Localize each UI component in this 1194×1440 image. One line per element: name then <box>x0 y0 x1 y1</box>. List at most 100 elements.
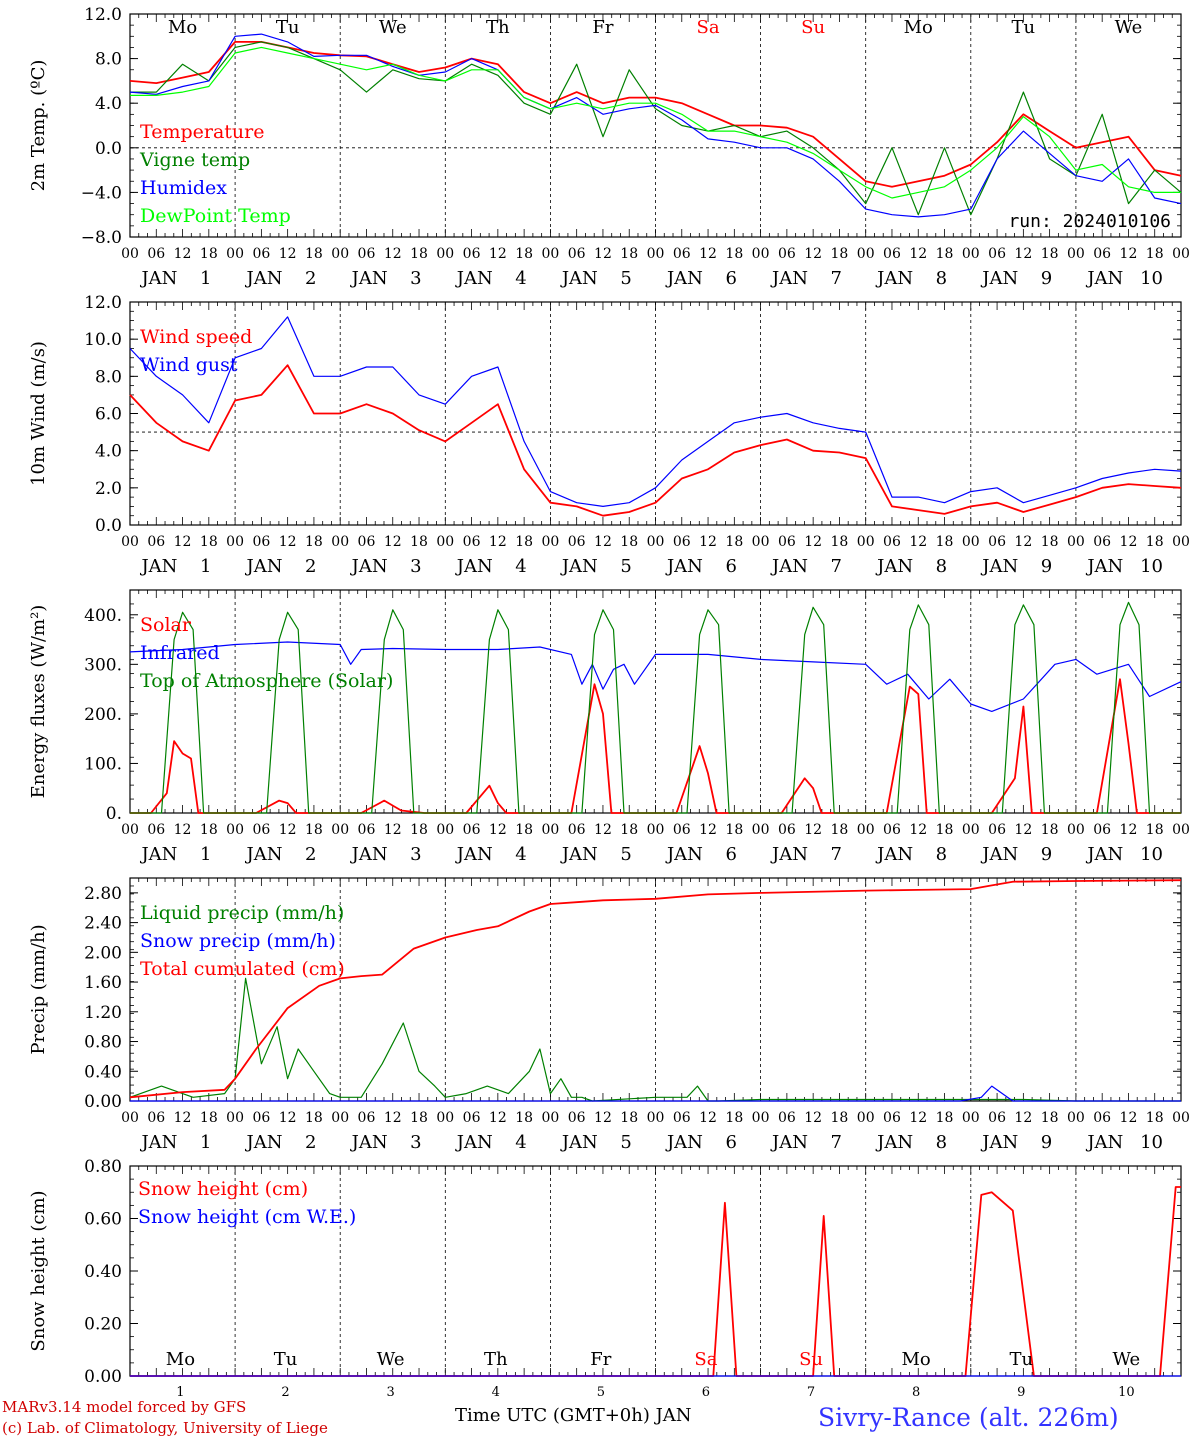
hour-tick-label: 06 <box>463 822 481 838</box>
date-day-label: 8 <box>936 556 947 577</box>
hour-tick-label: 12 <box>909 246 927 262</box>
date-day-label: 8 <box>936 844 947 865</box>
legend-entry: Snow height (cm W.E.) <box>138 1206 356 1228</box>
y-tick-label: −8.0 <box>81 228 122 248</box>
date-month-label: JAN <box>350 1132 388 1153</box>
y-tick-label: 0.0 <box>95 516 122 536</box>
y-axis-label: Precip (mm/h) <box>28 924 49 1054</box>
date-day-label: 8 <box>936 268 947 289</box>
hour-tick-label: 00 <box>1172 1110 1190 1126</box>
y-tick-label: 0.0 <box>95 139 122 159</box>
y-tick-label: 100. <box>84 754 122 774</box>
date-month-label: JAN <box>875 844 913 865</box>
y-tick-label: 0.00 <box>84 1367 122 1387</box>
hour-tick-label: 18 <box>831 1110 849 1126</box>
hour-tick-label: 18 <box>410 1110 428 1126</box>
hour-tick-label: 00 <box>752 246 770 262</box>
hour-tick-label: 06 <box>147 1110 165 1126</box>
legend-entry: DewPoint Temp <box>140 205 291 227</box>
hour-tick-label: 12 <box>384 246 402 262</box>
hour-tick-label: 00 <box>1067 822 1085 838</box>
legend-entry: Top of Atmosphere (Solar) <box>140 670 393 692</box>
legend-entry: Total cumulated (cm) <box>140 958 345 980</box>
date-month-label: JAN <box>350 844 388 865</box>
date-month-label: JAN <box>980 844 1018 865</box>
legend-entry: Snow height (cm) <box>138 1178 308 1200</box>
hour-tick-label: 18 <box>936 822 954 838</box>
hour-tick-label: 18 <box>515 534 533 550</box>
y-tick-label: 2.0 <box>95 479 122 499</box>
y-axis-label: 10m Wind (m/s) <box>28 341 49 486</box>
hour-tick-label: 06 <box>1093 1110 1111 1126</box>
hour-tick-label: 12 <box>174 1110 192 1126</box>
y-tick-label: 400. <box>84 606 122 626</box>
hour-tick-label: 12 <box>909 534 927 550</box>
y-tick-label: 6.0 <box>95 405 122 425</box>
y-tick-label: 1.20 <box>84 1003 122 1023</box>
weekday-label: Tu <box>1012 17 1036 38</box>
hour-tick-label: 12 <box>1120 534 1138 550</box>
hour-tick-label: 06 <box>988 534 1006 550</box>
hour-tick-label: 18 <box>725 246 743 262</box>
date-month-label: JAN <box>875 1132 913 1153</box>
hour-tick-label: 12 <box>594 1110 612 1126</box>
hour-tick-label: 18 <box>200 822 218 838</box>
day-number-label: 7 <box>807 1385 815 1400</box>
hour-tick-label: 18 <box>305 1110 323 1126</box>
hour-tick-label: 00 <box>331 246 349 262</box>
hour-tick-label: 18 <box>1146 1110 1164 1126</box>
hour-tick-label: 00 <box>331 534 349 550</box>
y-tick-label: 0.80 <box>84 1157 122 1177</box>
lab-credit: (c) Lab. of Climatology, University of L… <box>2 1419 328 1437</box>
hour-tick-label: 00 <box>962 822 980 838</box>
date-month-label: JAN <box>560 556 598 577</box>
hour-tick-label: 06 <box>988 822 1006 838</box>
date-day-label: 6 <box>725 556 736 577</box>
legend-entry: Wind gust <box>140 354 238 376</box>
date-month-label: JAN <box>139 556 177 577</box>
hour-tick-label: 00 <box>226 1110 244 1126</box>
date-month-label: JAN <box>665 556 703 577</box>
hour-tick-label: 06 <box>358 1110 376 1126</box>
date-month-label: JAN <box>245 556 283 577</box>
legend-entry: Snow precip (mm/h) <box>140 930 336 952</box>
hour-tick-label: 06 <box>883 822 901 838</box>
hour-tick-label: 18 <box>1146 534 1164 550</box>
hour-tick-label: 18 <box>1041 822 1059 838</box>
date-month-label: JAN <box>455 268 493 289</box>
hour-tick-label: 00 <box>1067 1110 1085 1126</box>
hour-tick-label: 18 <box>200 246 218 262</box>
date-day-label: 1 <box>200 1132 211 1153</box>
y-tick-label: 1.60 <box>84 973 122 993</box>
hour-tick-label: 06 <box>358 822 376 838</box>
weekday-label: Su <box>801 17 825 38</box>
hour-tick-label: 06 <box>147 822 165 838</box>
hour-tick-label: 00 <box>436 534 454 550</box>
y-tick-label: 300. <box>84 655 122 675</box>
hour-tick-label: 00 <box>121 1110 139 1126</box>
weekday-label: Mo <box>904 17 933 38</box>
hour-tick-label: 00 <box>1172 246 1190 262</box>
hour-tick-label: 18 <box>1041 1110 1059 1126</box>
hour-tick-label: 00 <box>331 822 349 838</box>
y-axis-label: Snow height (cm) <box>28 1190 49 1351</box>
y-tick-label: 0.80 <box>84 1033 122 1053</box>
date-month-label: JAN <box>665 844 703 865</box>
date-day-label: 1 <box>200 556 211 577</box>
date-day-label: 5 <box>620 844 631 865</box>
hour-tick-label: 06 <box>252 534 270 550</box>
day-number-label: 6 <box>702 1385 710 1400</box>
date-month-label: JAN <box>980 1132 1018 1153</box>
hour-tick-label: 12 <box>384 1110 402 1126</box>
series-line-snow-precip-mm-h- <box>130 1085 1181 1102</box>
series-line-dewpoint-temp <box>130 46 1181 199</box>
hour-tick-label: 00 <box>857 246 875 262</box>
legend-entry: Liquid precip (mm/h) <box>140 902 344 924</box>
hour-tick-label: 12 <box>804 246 822 262</box>
hour-tick-label: 12 <box>594 246 612 262</box>
hour-tick-label: 12 <box>804 534 822 550</box>
weekday-label: We <box>379 17 407 38</box>
hour-tick-label: 06 <box>778 534 796 550</box>
